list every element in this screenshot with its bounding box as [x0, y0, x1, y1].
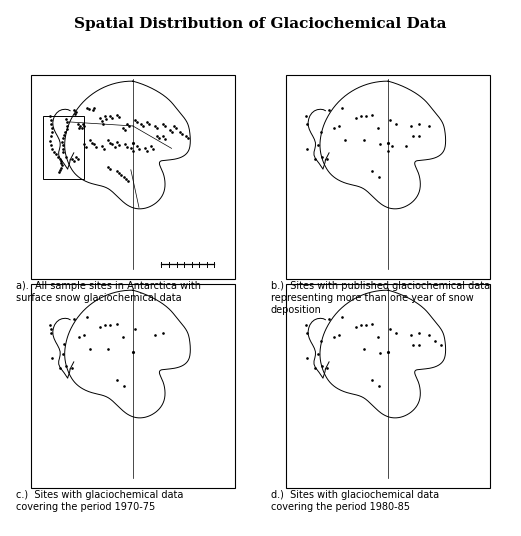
Text: Spatial Distribution of Glaciochemical Data: Spatial Distribution of Glaciochemical D… [75, 17, 446, 31]
Text: c.)  Sites with glaciochemical data
covering the period 1970-75: c.) Sites with glaciochemical data cover… [16, 490, 183, 512]
Text: d.)  Sites with glaciochemical data
covering the period 1980-85: d.) Sites with glaciochemical data cover… [271, 490, 439, 512]
Text: a).  All sample sites in Antarctica with
surface snow glaciochemical data: a). All sample sites in Antarctica with … [16, 281, 201, 303]
Bar [43, 116, 84, 179]
Text: b.)  Sites with published glaciochemical data
representing more than one year of: b.) Sites with published glaciochemical … [271, 281, 490, 315]
